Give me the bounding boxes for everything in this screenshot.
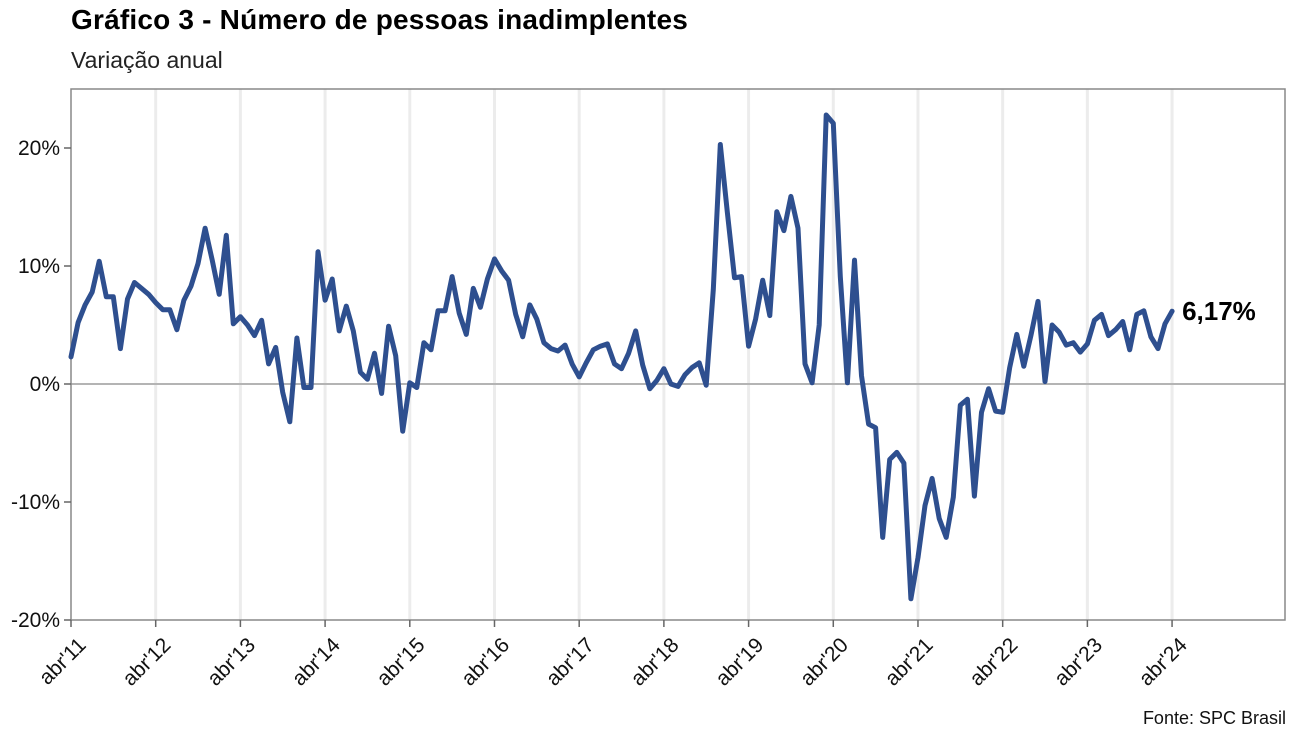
end-value-label: 6,17% — [1182, 296, 1256, 326]
y-axis: -20% -10% 0% 10% 20% — [11, 137, 71, 632]
x-tick-label: abr'17 — [542, 633, 599, 690]
x-tick-label: abr'16 — [457, 633, 514, 690]
x-tick-label: abr'24 — [1135, 633, 1192, 690]
chart-subtitle: Variação anual — [71, 47, 223, 73]
y-tick-label: 0% — [30, 373, 60, 396]
x-tick-label: abr'22 — [965, 633, 1022, 690]
y-tick-label: 20% — [18, 137, 60, 160]
chart-title: Gráfico 3 - Número de pessoas inadimplen… — [71, 4, 688, 35]
series-line — [68, 112, 1175, 602]
x-axis: abr'11 abr'12 abr'13 abr'14 abr'15 abr'16 abr'… — [35, 620, 1192, 691]
x-tick-label: abr'23 — [1050, 633, 1107, 690]
source-note: Fonte: SPC Brasil — [1142, 708, 1286, 728]
x-tick-label: abr'15 — [372, 633, 429, 690]
y-tick-label: 10% — [18, 255, 60, 278]
x-tick-label: abr'20 — [796, 633, 853, 690]
plot-frame — [70, 88, 1286, 621]
x-tick-label: abr'14 — [288, 633, 345, 690]
x-tick-label: abr'13 — [203, 633, 260, 690]
x-tick-label: abr'11 — [35, 633, 91, 689]
x-tick-label: abr'12 — [118, 633, 175, 690]
x-tick-label: abr'18 — [627, 633, 684, 690]
x-tick-label: abr'21 — [881, 633, 938, 690]
y-tick-label: -20% — [11, 609, 60, 632]
y-tick-label: -10% — [11, 491, 60, 514]
x-tick-label: abr'19 — [711, 633, 768, 690]
grid-lines — [154, 89, 1174, 620]
